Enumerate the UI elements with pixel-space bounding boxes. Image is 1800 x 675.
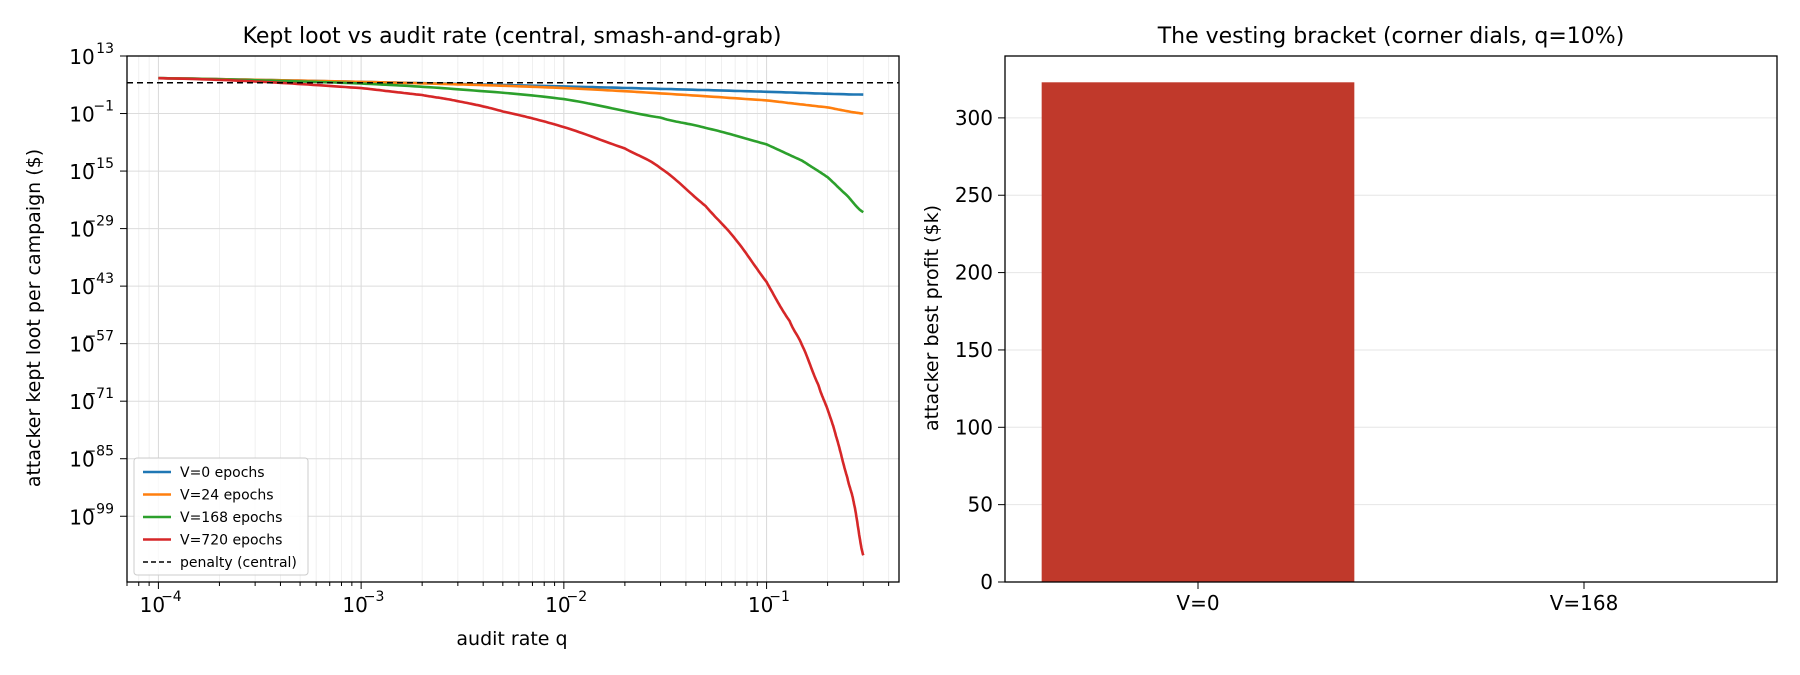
- left-y-ticks: 10 1310−110−1510−2910−4310−5710−7110−8510…: [69, 41, 127, 529]
- bar-V=0: [1041, 82, 1355, 583]
- y-tick-label: 300: [955, 106, 993, 130]
- right-bars: [1041, 82, 1355, 583]
- y-tick-exponent: −99: [84, 501, 114, 517]
- y-tick-label: 0: [980, 570, 993, 594]
- legend-label-1: V=24 epochs: [180, 488, 274, 504]
- x-tick-label: 10: [140, 593, 165, 617]
- y-tick-label: 250: [955, 183, 993, 207]
- left-plot-area: [127, 76, 899, 556]
- left-y-axis-label: attacker kept loot per campaign ($): [23, 149, 45, 487]
- x-tick-label: 10: [342, 593, 367, 617]
- right-chart-title: The vesting bracket (corner dials, q=10%…: [1157, 24, 1625, 49]
- y-tick-label: 10: [69, 275, 94, 299]
- left-legend: V=0 epochs V=24 epochs V=168 epochs V=720 e…: [133, 457, 309, 576]
- x-tick-label: V=168: [1550, 591, 1619, 615]
- y-tick-label: 200: [955, 261, 993, 285]
- left-chart-title: Kept loot vs audit rate (central, smash-…: [243, 24, 782, 49]
- legend-label-0: V=0 epochs: [180, 465, 265, 481]
- y-tick-label: 10: [69, 103, 94, 127]
- legend-label-4: penalty (central): [180, 555, 297, 571]
- y-tick-label: 10: [69, 390, 94, 414]
- right-y-axis-label: attacker best profit ($k): [921, 205, 943, 431]
- y-tick-exponent: −15: [84, 156, 114, 172]
- y-tick-label: 10: [69, 218, 94, 242]
- left-x-ticks: 10−4 10−3 10−2 10−1: [126, 582, 890, 617]
- y-tick-label: 10: [69, 505, 94, 529]
- x-tick-label: V=0: [1176, 591, 1219, 615]
- y-tick-exponent: −43: [84, 271, 114, 287]
- y-tick-exponent: −85: [84, 444, 114, 460]
- legend-label-2: V=168 epochs: [180, 510, 282, 526]
- x-tick-exponent: −4: [161, 589, 182, 605]
- legend-label-3: V=720 epochs: [180, 533, 282, 549]
- left-chart: Kept loot vs audit rate (central, smash-…: [23, 24, 900, 650]
- x-tick-exponent: −1: [769, 589, 790, 605]
- y-tick-label: 10: [69, 45, 94, 69]
- right-axes-frame: [1004, 55, 1778, 583]
- y-tick-exponent: −29: [84, 214, 114, 230]
- right-chart: The vesting bracket (corner dials, q=10%…: [921, 24, 1778, 615]
- right-y-ticks: 0 50 100 150 200 250 300: [955, 106, 1005, 594]
- left-x-axis-label: audit rate q: [456, 628, 567, 650]
- y-tick-exponent: −71: [84, 386, 114, 402]
- y-tick-label: 10: [69, 448, 94, 472]
- y-tick-label: 150: [955, 338, 993, 362]
- x-tick-exponent: −2: [567, 589, 588, 605]
- x-tick-label: 10: [545, 593, 570, 617]
- y-tick-label: 50: [968, 493, 993, 517]
- y-tick-exponent: −1: [93, 99, 114, 115]
- y-tick-exponent: 13: [96, 41, 114, 57]
- left-axes-frame: [126, 55, 900, 583]
- series-line-3: [158, 76, 865, 556]
- y-tick-label: 10: [69, 333, 94, 357]
- y-tick-exponent: −57: [84, 329, 114, 345]
- legend-box: [133, 457, 309, 576]
- y-tick-label: 10: [69, 160, 94, 184]
- x-tick-label: 10: [748, 593, 773, 617]
- x-tick-exponent: −3: [364, 589, 385, 605]
- y-tick-label: 100: [955, 415, 993, 439]
- right-x-ticks: V=0 V=168: [1176, 582, 1618, 615]
- series-line-2: [158, 76, 864, 214]
